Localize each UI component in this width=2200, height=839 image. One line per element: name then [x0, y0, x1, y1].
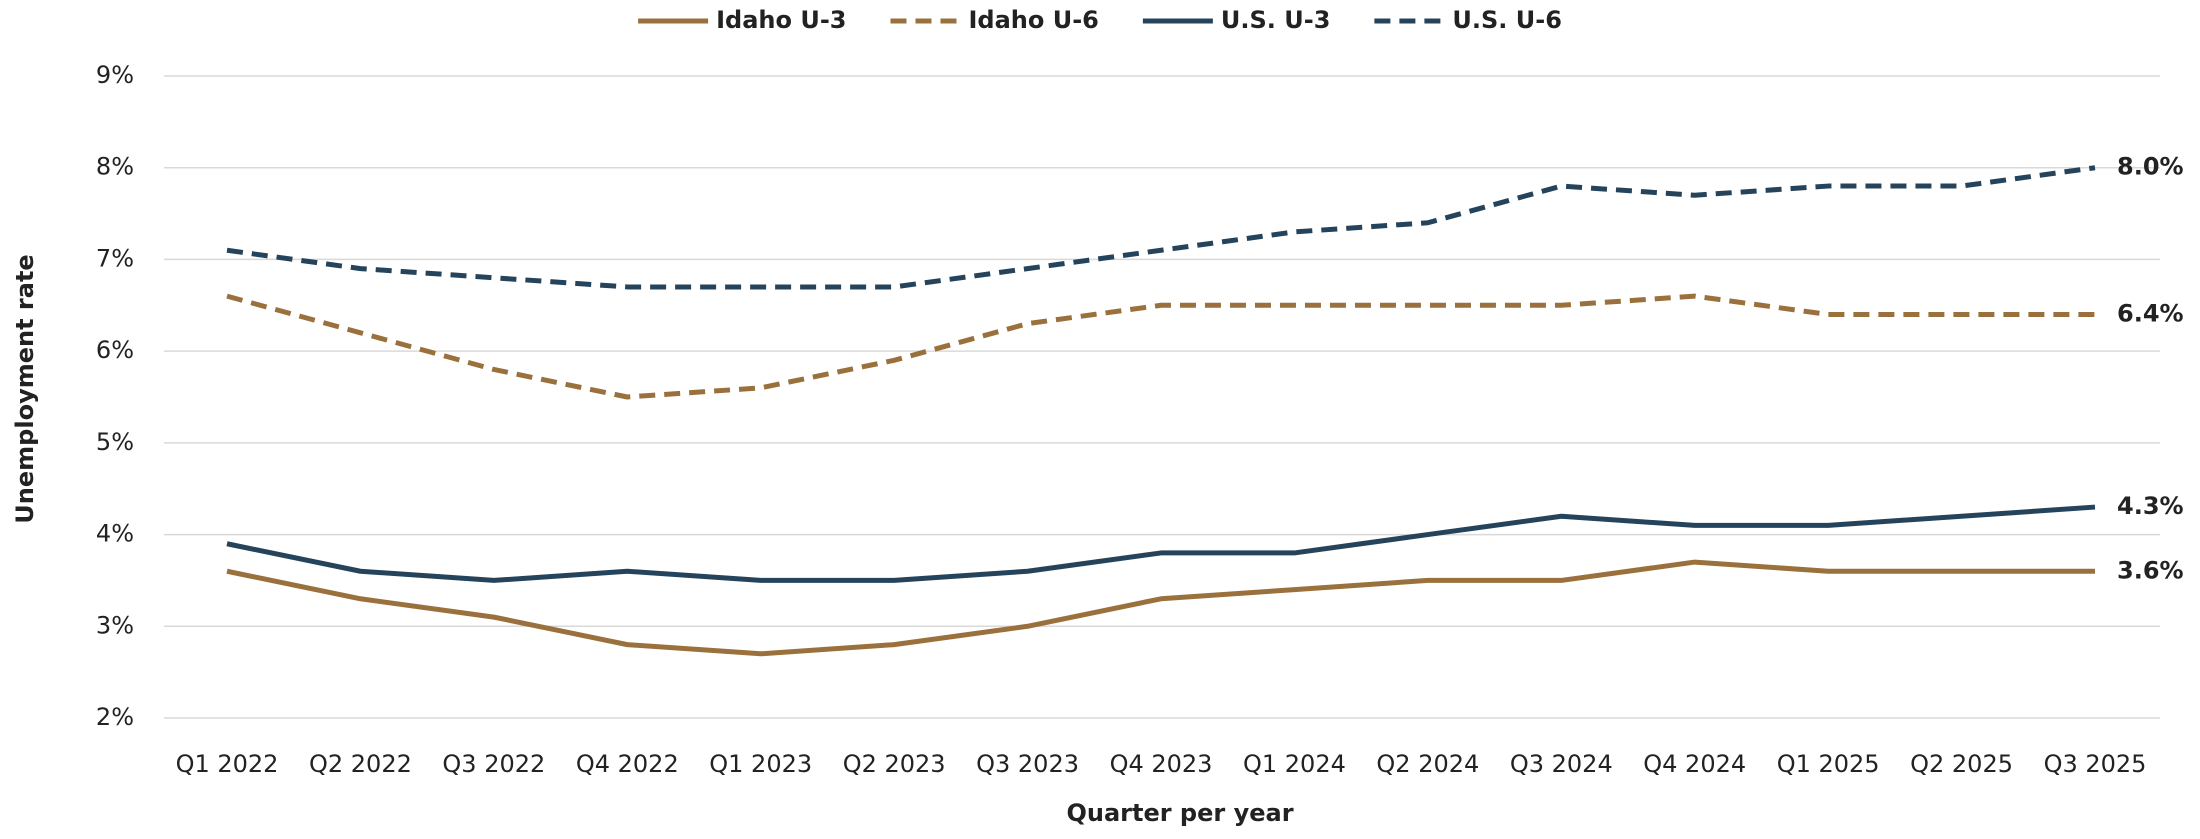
x-tick-label: Q3 2023 [976, 750, 1079, 778]
x-tick-label: Q4 2023 [1110, 750, 1213, 778]
x-tick-label: Q1 2024 [1243, 750, 1346, 778]
series-line [226, 504, 2096, 583]
x-tick-label: Q1 2025 [1777, 750, 1880, 778]
x-tick-label: Q2 2025 [1910, 750, 2013, 778]
y-tick-label: 9% [96, 61, 134, 89]
data-label: 3.6% [2117, 556, 2184, 584]
x-tick-label: Q4 2022 [576, 750, 679, 778]
data-label: 6.4% [2117, 299, 2184, 327]
x-tick-label: Q3 2025 [2044, 750, 2147, 778]
x-tick-label: Q2 2022 [309, 750, 412, 778]
legend-label: Idaho U-3 [716, 6, 846, 34]
y-tick-label: 4% [96, 520, 134, 548]
y-tick-label: 5% [96, 428, 134, 456]
x-tick-label: Q4 2024 [1643, 750, 1746, 778]
series-line [226, 165, 2096, 290]
data-label: 8.0% [2117, 153, 2184, 181]
x-tick-label: Q2 2023 [843, 750, 946, 778]
y-tick-label: 7% [96, 244, 134, 272]
x-tick-label: Q2 2024 [1376, 750, 1479, 778]
x-tick-label: Q1 2022 [176, 750, 279, 778]
y-tick-label: 3% [96, 611, 134, 639]
x-tick-label: Q3 2022 [442, 750, 545, 778]
y-tick-label: 8% [96, 153, 134, 181]
legend-label: U.S. U-6 [1452, 6, 1562, 34]
x-axis-title: Quarter per year [1066, 799, 1293, 827]
x-tick-label: Q1 2023 [709, 750, 812, 778]
y-tick-label: 2% [96, 703, 134, 731]
series-line [226, 559, 2095, 657]
y-tick-label: 6% [96, 336, 134, 364]
series-line [226, 293, 2095, 400]
y-axis-title: Unemployment rate [11, 254, 39, 523]
legend-label: U.S. U-3 [1221, 6, 1331, 34]
legend-label: Idaho U-6 [968, 6, 1098, 34]
data-label: 4.3% [2117, 492, 2184, 520]
x-tick-label: Q3 2024 [1510, 750, 1613, 778]
